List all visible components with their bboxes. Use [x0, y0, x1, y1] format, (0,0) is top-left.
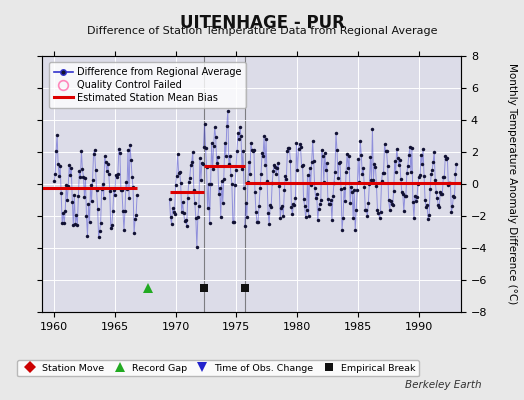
Text: Berkeley Earth: Berkeley Earth	[406, 380, 482, 390]
Text: Difference of Station Temperature Data from Regional Average: Difference of Station Temperature Data f…	[87, 26, 437, 36]
Legend: Station Move, Record Gap, Time of Obs. Change, Empirical Break: Station Move, Record Gap, Time of Obs. C…	[17, 360, 419, 376]
Text: UITENHAGE - PUR: UITENHAGE - PUR	[180, 14, 344, 32]
Y-axis label: Monthly Temperature Anomaly Difference (°C): Monthly Temperature Anomaly Difference (…	[507, 63, 517, 305]
